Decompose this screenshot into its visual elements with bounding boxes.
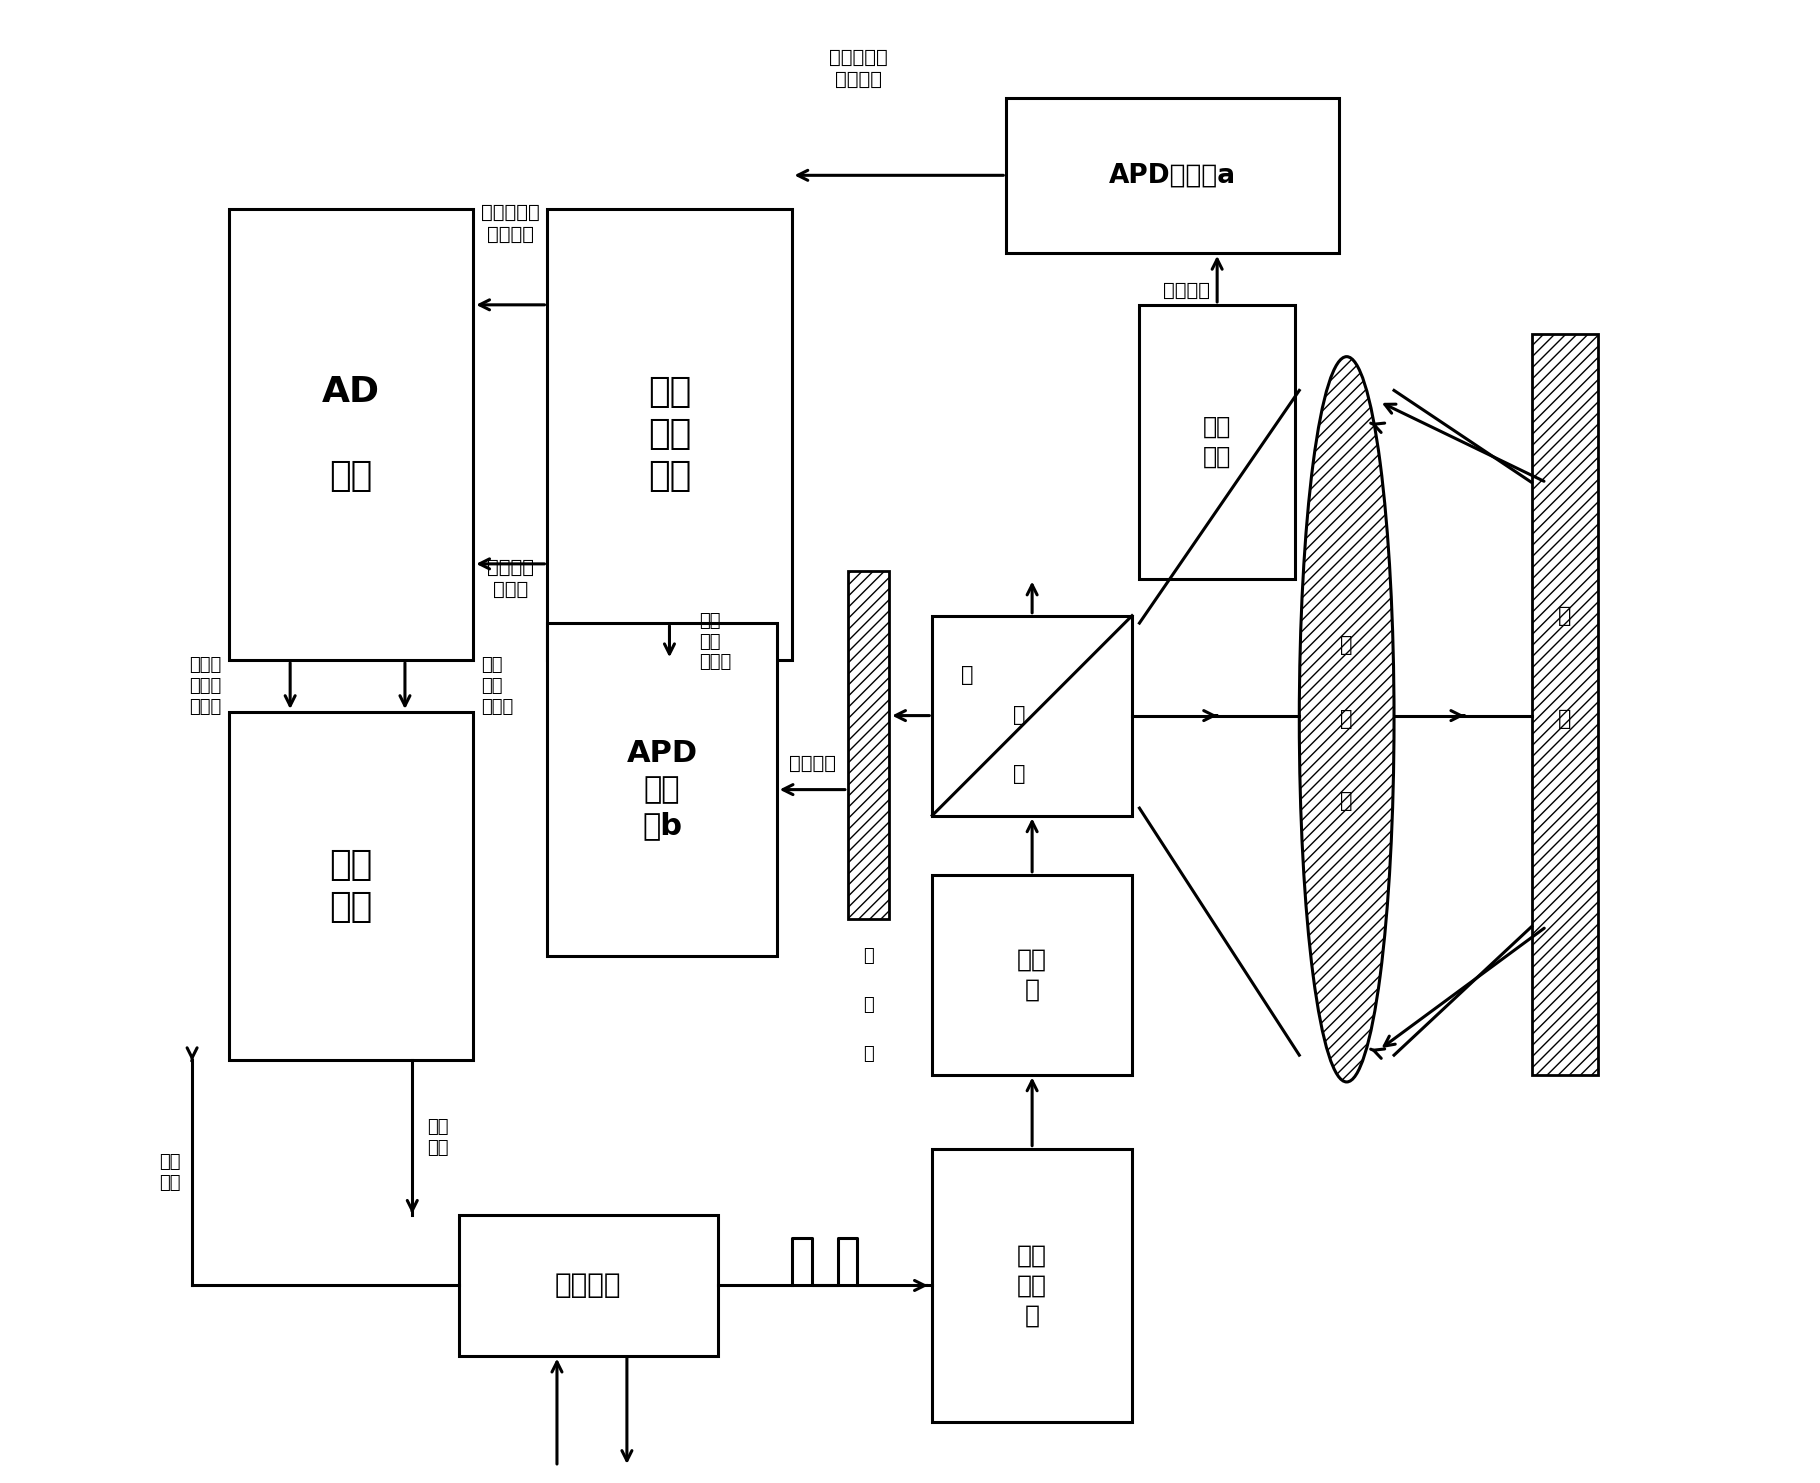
Text: 光: 光 — [863, 997, 874, 1014]
Text: 准直
镜: 准直 镜 — [1017, 948, 1046, 1001]
Text: AD

转换: AD 转换 — [322, 375, 380, 494]
Bar — [848, 571, 890, 919]
Text: 回波
模拟
量信号: 回波 模拟 量信号 — [699, 612, 732, 672]
Text: 片: 片 — [863, 1046, 874, 1063]
Text: 发射激光: 发射激光 — [1163, 280, 1210, 300]
Text: 标: 标 — [1558, 709, 1572, 730]
Text: 分: 分 — [961, 664, 974, 685]
Text: 控制
信号: 控制 信号 — [158, 1154, 180, 1192]
Text: 凸: 凸 — [1340, 635, 1352, 655]
Bar — [229, 712, 473, 1060]
Text: 镜: 镜 — [1340, 790, 1352, 811]
Text: 光衰
减器: 光衰 减器 — [1203, 415, 1232, 469]
Bar — [229, 209, 473, 660]
Text: 滤: 滤 — [863, 948, 874, 965]
Text: 透: 透 — [1340, 709, 1352, 730]
Bar — [932, 875, 1132, 1075]
Text: 控制电路: 控制电路 — [555, 1271, 621, 1299]
Bar — [932, 615, 1132, 816]
Text: APD探测器a: APD探测器a — [1108, 162, 1236, 188]
Bar — [932, 1148, 1132, 1422]
Bar — [548, 209, 792, 660]
Text: 回波模拟
量信息: 回波模拟 量信息 — [486, 558, 533, 599]
Text: 回波信号: 回波信号 — [788, 753, 835, 773]
Text: 发射激光模
拟量信息: 发射激光模 拟量信息 — [828, 47, 888, 89]
Ellipse shape — [1299, 356, 1394, 1083]
Text: 发射激光模
拟量信息: 发射激光模 拟量信息 — [480, 203, 541, 243]
Text: 分析
模块: 分析 模块 — [329, 848, 373, 924]
Bar — [1006, 98, 1340, 254]
Text: 模拟
放大
电路: 模拟 放大 电路 — [648, 375, 692, 494]
Text: 激光
发射
器: 激光 发射 器 — [1017, 1244, 1046, 1327]
Text: 镜: 镜 — [1014, 764, 1026, 785]
Bar — [1532, 335, 1598, 1075]
Text: 目: 目 — [1558, 605, 1572, 626]
Text: 检测
结果: 检测 结果 — [428, 1118, 448, 1157]
Bar — [1139, 305, 1294, 578]
Text: 束: 束 — [1014, 704, 1026, 725]
Bar — [459, 1215, 717, 1355]
Text: 回波
数字
量信号: 回波 数字 量信号 — [480, 655, 513, 716]
Text: 发射激
光数字
量信息: 发射激 光数字 量信息 — [189, 655, 222, 716]
Text: APD
探测
器b: APD 探测 器b — [626, 739, 697, 839]
Bar — [548, 623, 777, 957]
